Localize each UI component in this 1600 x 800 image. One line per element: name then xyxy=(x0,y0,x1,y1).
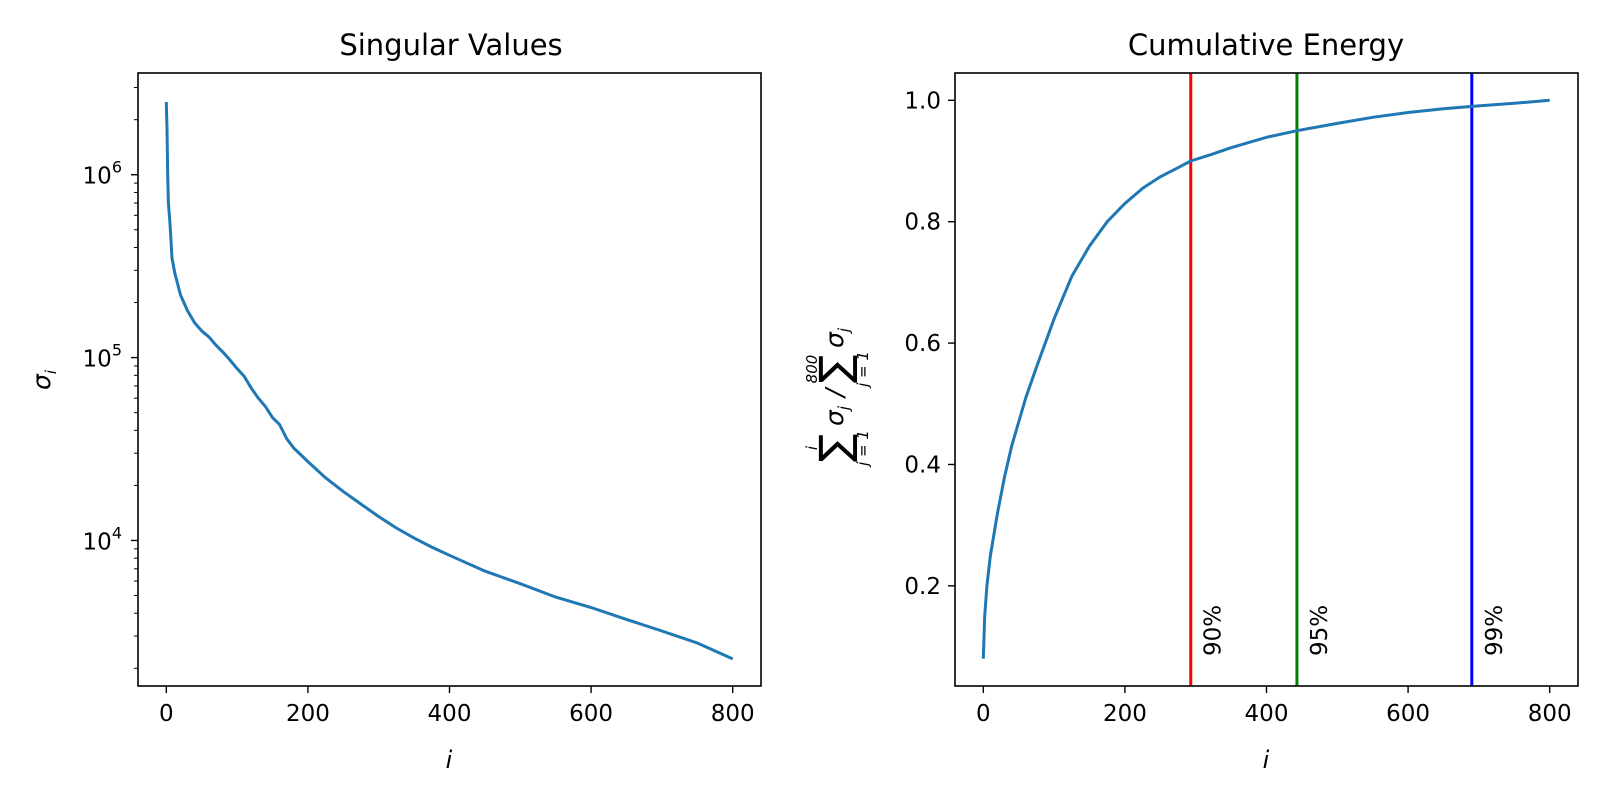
threshold-label: 99% xyxy=(1482,605,1508,656)
left-y-axis-sigma: σ xyxy=(27,373,56,390)
threshold-lines: 90% 95% 99% xyxy=(1189,73,1508,686)
y-sum1-upper: i xyxy=(803,445,821,450)
right-y-axis-label: i ∑ j = 1 σj / 800 ∑ j = 1 σj xyxy=(803,327,872,468)
right-x-tick-label: 0 xyxy=(976,701,991,727)
right-x-axis-label: i xyxy=(1263,746,1270,774)
right-y-tick-label: 0.4 xyxy=(904,452,941,478)
y-sum1-symbol: ∑ xyxy=(810,434,859,462)
right-axes-frame xyxy=(954,72,1579,687)
right-y-tick-label: 0.2 xyxy=(904,574,941,600)
y-sum1-lower: j = 1 xyxy=(854,430,872,468)
y-sum2-upper: 800 xyxy=(803,355,821,384)
left-y-axis-subscript: i xyxy=(42,369,60,374)
chart-title-singular-values: Singular Values xyxy=(339,28,562,62)
threshold-label: 95% xyxy=(1307,605,1333,656)
threshold-label: 90% xyxy=(1201,605,1227,656)
right-x-tick-label: 200 xyxy=(1103,701,1147,727)
left-y-tick-label: 105 xyxy=(83,341,122,373)
left-y-axis-label: σi xyxy=(27,369,60,390)
right-x-tick-label: 600 xyxy=(1386,701,1430,727)
cumulative-energy-panel: Cumulative Energy 0 200 400 600 800 0.2 0.4 0.6… xyxy=(803,28,1579,774)
right-x-tick-label: 400 xyxy=(1245,701,1289,727)
left-x-axis-label: i xyxy=(446,746,453,774)
singular-values-line xyxy=(164,101,734,661)
left-x-tick-label: 600 xyxy=(569,701,613,727)
y-slash: / xyxy=(820,386,849,399)
chart-title-cumulative-energy: Cumulative Energy xyxy=(1128,28,1404,62)
left-y-tick-label: 106 xyxy=(83,158,122,190)
cumulative-energy-line xyxy=(981,98,1550,659)
left-x-tick-label: 0 xyxy=(159,701,174,727)
right-y-tick-label: 1.0 xyxy=(904,88,941,114)
right-axis-ticks: 0 200 400 600 800 0.2 0.4 0.6 0.8 1.0 xyxy=(904,88,1571,727)
svg-text:σi: σi xyxy=(27,369,60,390)
left-axis-ticks: 0 200 400 600 800 104 105 106 xyxy=(83,86,755,727)
y-sigma1: σj xyxy=(820,405,853,426)
left-x-tick-label: 400 xyxy=(428,701,472,727)
left-x-tick-label: 800 xyxy=(711,701,755,727)
left-axes-frame xyxy=(137,72,762,687)
y-sum2-symbol: ∑ xyxy=(810,355,859,383)
y-sum2-lower: j = 1 xyxy=(854,351,872,389)
right-y-tick-label: 0.6 xyxy=(904,331,941,357)
singular-values-panel: Singular Values 0 200 400 600 800 104 105 106 i… xyxy=(27,28,762,774)
right-y-tick-label: 0.8 xyxy=(904,210,941,236)
left-x-tick-label: 200 xyxy=(286,701,330,727)
y-sigma2: σj xyxy=(820,327,853,348)
right-x-tick-label: 800 xyxy=(1528,701,1572,727)
left-y-tick-label: 104 xyxy=(83,523,122,555)
